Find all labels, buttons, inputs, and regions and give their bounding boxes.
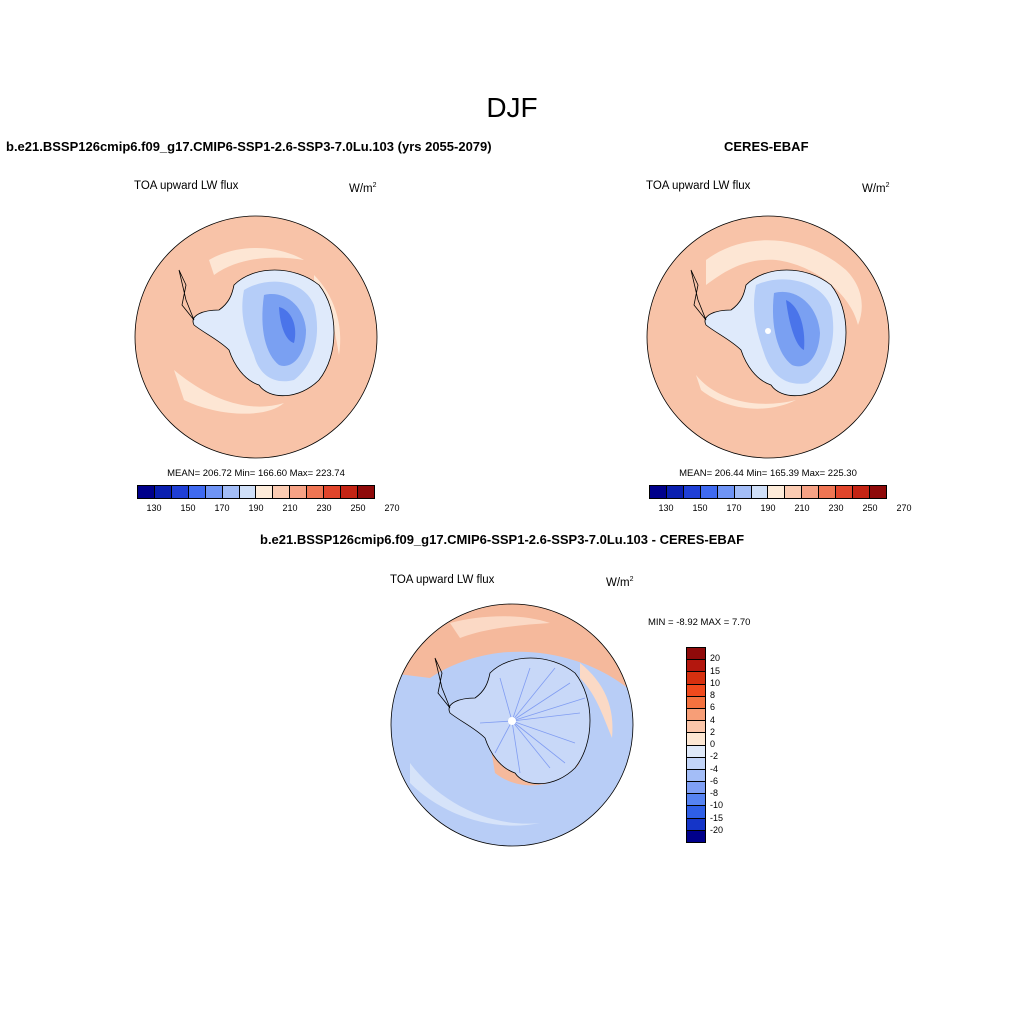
colorbar-swatch <box>687 757 705 770</box>
model-colorbar-ticks: 130 150 170 190 210 230 250 270 <box>137 503 399 515</box>
colorbar-tick-label: 15 <box>710 665 721 676</box>
colorbar-swatch <box>683 486 701 498</box>
colorbar-swatch <box>687 830 705 842</box>
colorbar-swatch <box>700 486 718 498</box>
model-unit-label: W/m2 <box>349 182 377 195</box>
colorbar-swatch <box>836 486 854 498</box>
colorbar-swatch <box>687 660 705 673</box>
colorbar-swatch <box>256 486 274 498</box>
diff-colorbar <box>686 647 706 843</box>
colorbar-tick-label: -6 <box>710 775 719 786</box>
colorbar-swatch <box>239 486 257 498</box>
colorbar-swatch <box>290 486 308 498</box>
colorbar-tick-label: 270 <box>896 503 912 513</box>
colorbar-tick-label: 8 <box>710 690 716 700</box>
colorbar-tick-label: 6 <box>710 702 716 713</box>
colorbar-swatch <box>307 486 325 498</box>
colorbar-tick-label: 0 <box>710 739 716 749</box>
colorbar-tick-label: 20 <box>710 653 721 664</box>
colorbar-tick-label: 210 <box>794 503 810 513</box>
colorbar-swatch <box>650 486 667 498</box>
colorbar-swatch <box>687 648 705 661</box>
colorbar-tick-label: -15 <box>710 812 724 823</box>
obs-unit-label: W/m2 <box>862 182 890 195</box>
colorbar-swatch <box>273 486 291 498</box>
colorbar-swatch <box>324 486 342 498</box>
colorbar-swatch <box>802 486 820 498</box>
colorbar-tick-label: 170 <box>726 503 742 513</box>
colorbar-swatch <box>853 486 870 498</box>
model-stats: MEAN= 206.72 Min= 166.60 Max= 223.74 <box>167 468 345 479</box>
colorbar-swatch <box>341 486 358 498</box>
colorbar-swatch <box>734 486 752 498</box>
obs-polar-map <box>646 215 890 459</box>
model-polar-map <box>134 215 378 459</box>
colorbar-tick-label: 130 <box>146 503 162 513</box>
colorbar-tick-label: 130 <box>658 503 674 513</box>
colorbar-swatch <box>222 486 240 498</box>
colorbar-swatch <box>717 486 735 498</box>
colorbar-swatch <box>819 486 837 498</box>
colorbar-swatch <box>687 794 705 807</box>
colorbar-swatch <box>666 486 684 498</box>
colorbar-tick-label: -20 <box>710 824 724 835</box>
colorbar-swatch <box>687 769 705 783</box>
colorbar-tick-label: 150 <box>692 503 708 513</box>
colorbar-swatch <box>687 708 705 722</box>
model-panel-title: b.e21.BSSP126cmip6.f09_g17.CMIP6-SSP1-2.… <box>6 139 492 154</box>
colorbar-tick-label: 2 <box>710 726 716 737</box>
colorbar-swatch <box>751 486 769 498</box>
colorbar-swatch <box>687 684 705 697</box>
obs-colorbar <box>649 485 887 499</box>
page-title: DJF <box>486 92 538 123</box>
colorbar-tick-label: -2 <box>710 751 719 762</box>
diff-variable-label: TOA upward LW flux <box>390 574 495 586</box>
colorbar-tick-label: 150 <box>180 503 196 513</box>
diff-panel-title: b.e21.BSSP126cmip6.f09_g17.CMIP6-SSP1-2.… <box>260 532 745 547</box>
colorbar-tick-label: 4 <box>710 714 716 725</box>
colorbar-tick-label: 170 <box>214 503 230 513</box>
colorbar-swatch <box>869 486 886 498</box>
colorbar-swatch <box>154 486 172 498</box>
colorbar-swatch <box>687 733 705 746</box>
diff-polar-map <box>390 603 634 847</box>
diff-stats: MIN = -8.92 MAX = 7.70 <box>648 617 751 628</box>
colorbar-tick-label: 250 <box>862 503 878 513</box>
diff-colorbar-ticks: 20 15 10 8 6 4 2 0 -2 -4 -6 -8 -10 -15 -20 <box>710 647 740 843</box>
model-variable-label: TOA upward LW flux <box>134 180 239 192</box>
colorbar-swatch <box>687 696 705 709</box>
model-colorbar <box>137 485 375 499</box>
colorbar-swatch <box>171 486 189 498</box>
colorbar-swatch <box>357 486 374 498</box>
diff-unit-label: W/m2 <box>606 576 634 589</box>
colorbar-tick-label: -10 <box>710 800 724 811</box>
obs-panel-title: CERES-EBAF <box>724 139 809 154</box>
colorbar-tick-label: 190 <box>248 503 264 513</box>
obs-colorbar-ticks: 130 150 170 190 210 230 250 270 <box>649 503 911 515</box>
colorbar-tick-label: 250 <box>350 503 366 513</box>
colorbar-swatch <box>687 782 705 795</box>
colorbar-tick-label: 230 <box>828 503 844 513</box>
colorbar-swatch <box>188 486 206 498</box>
colorbar-swatch <box>687 672 705 685</box>
obs-stats: MEAN= 206.44 Min= 165.39 Max= 225.30 <box>679 468 857 479</box>
colorbar-swatch <box>785 486 803 498</box>
colorbar-swatch <box>687 745 705 758</box>
colorbar-tick-label: 190 <box>760 503 776 513</box>
colorbar-tick-label: 210 <box>282 503 298 513</box>
colorbar-tick-label: -4 <box>710 763 719 774</box>
colorbar-swatch <box>687 721 705 734</box>
colorbar-swatch <box>687 806 705 819</box>
colorbar-swatch <box>687 818 705 831</box>
obs-variable-label: TOA upward LW flux <box>646 180 751 192</box>
colorbar-tick-label: -8 <box>710 788 719 798</box>
colorbar-tick-label: 270 <box>384 503 400 513</box>
colorbar-tick-label: 230 <box>316 503 332 513</box>
colorbar-tick-label: 10 <box>710 677 721 688</box>
colorbar-swatch <box>205 486 223 498</box>
colorbar-swatch <box>768 486 786 498</box>
colorbar-swatch <box>138 486 155 498</box>
